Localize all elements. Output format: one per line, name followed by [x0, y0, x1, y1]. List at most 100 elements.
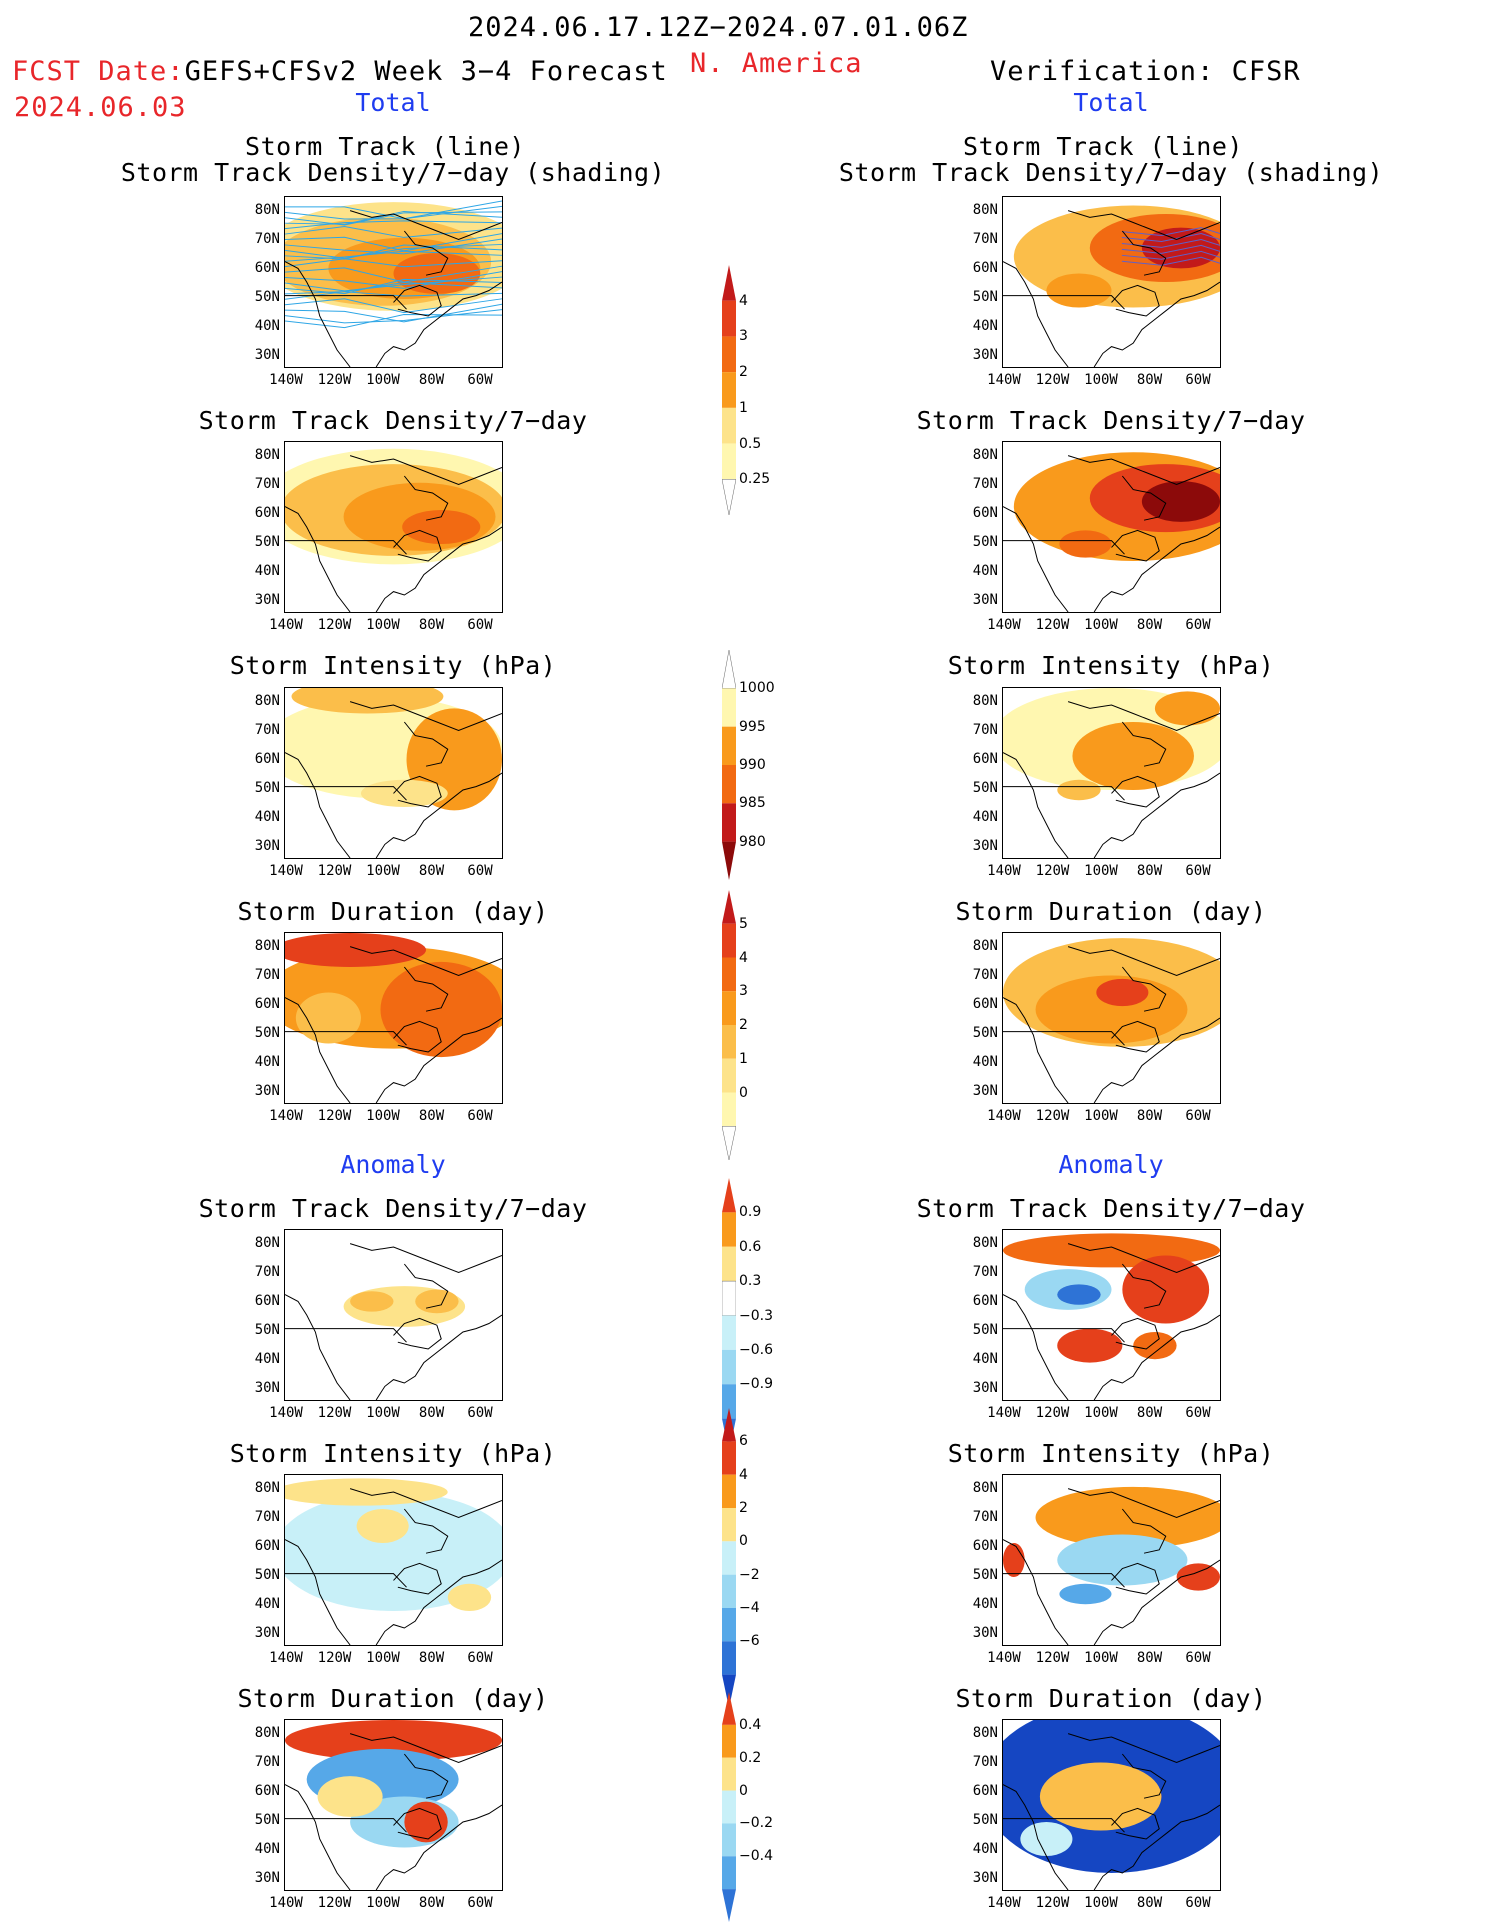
- coastline: [1121, 1508, 1167, 1554]
- colorbar-segment: [722, 1790, 736, 1824]
- colorbar-label: 2: [739, 1017, 748, 1033]
- lat-label: 80N: [254, 1480, 280, 1496]
- us-canada-border: [285, 1573, 407, 1588]
- lon-label: 60W: [467, 1895, 493, 1911]
- lat-label: 70N: [972, 231, 998, 247]
- us-canada-border: [1003, 1818, 1125, 1833]
- coastline: [285, 1294, 351, 1400]
- lon-label: 120W: [317, 1650, 352, 1666]
- map-panel-right-5: [1002, 1229, 1221, 1401]
- fcst-date-value: 2024.06.03: [14, 92, 187, 123]
- lat-label: 50N: [254, 780, 280, 796]
- colorbar-label: 6: [739, 1433, 748, 1450]
- coastline: [393, 529, 442, 562]
- colorbar-segment: [722, 726, 736, 765]
- lon-label: 60W: [1185, 1405, 1211, 1421]
- coastline: [393, 1807, 442, 1840]
- lon-label: 120W: [317, 617, 352, 633]
- coastline: [1003, 1294, 1069, 1400]
- lon-label: 140W: [269, 1895, 303, 1911]
- lat-label: 50N: [972, 534, 998, 550]
- lat-label: 40N: [254, 1841, 280, 1857]
- storm-track-line: [285, 282, 502, 295]
- lon-label: 100W: [1084, 372, 1118, 388]
- lon-label: 120W: [317, 1108, 352, 1124]
- coastline: [1093, 1017, 1220, 1103]
- lat-label: 30N: [254, 1380, 280, 1396]
- shading-blob: [404, 1801, 448, 1843]
- storm-track-line: [285, 314, 502, 329]
- lat-label: 60N: [254, 260, 280, 276]
- lon-label: 100W: [366, 617, 400, 633]
- colorbar-segment: [722, 1212, 736, 1247]
- lon-label: 80W: [1136, 1650, 1163, 1666]
- title-intensity-right: Storm Intensity (hPa): [947, 651, 1275, 680]
- coastline: [1003, 997, 1069, 1103]
- coastline: [403, 1508, 449, 1554]
- lat-label: 30N: [254, 1625, 280, 1641]
- colorbar-label: −4: [739, 1600, 760, 1616]
- lon-label: 100W: [1084, 1405, 1118, 1421]
- colorbar-label: −0.4: [739, 1848, 773, 1865]
- lat-label: 60N: [972, 1293, 998, 1309]
- colorbar-segment: [722, 479, 736, 515]
- lat-label: 50N: [254, 1812, 280, 1828]
- colorbar-label: 0.2: [739, 1749, 762, 1766]
- colorbar-segment: [722, 1025, 736, 1059]
- coastline: [403, 1753, 449, 1799]
- shading-blob: [317, 1776, 383, 1817]
- colorbar-intensity: [722, 650, 736, 880]
- lat-label: 30N: [972, 592, 998, 608]
- lat-label: 30N: [972, 1380, 998, 1396]
- lat-label: 80N: [972, 1725, 998, 1741]
- lat-label: 60N: [254, 1293, 280, 1309]
- region-label: N. America: [690, 48, 863, 79]
- lon-label: 140W: [269, 617, 303, 633]
- lon-label: 140W: [987, 1650, 1021, 1666]
- lat-label: 40N: [972, 1054, 998, 1070]
- lat-label: 30N: [254, 347, 280, 363]
- lon-label: 100W: [366, 1650, 400, 1666]
- coastline: [1121, 475, 1167, 521]
- colorbar-segment: [722, 991, 736, 1025]
- map-panel-right-4: [1002, 932, 1221, 1104]
- storm-track-line: [285, 225, 502, 238]
- us-canada-border: [1003, 1573, 1125, 1588]
- storm-track-line: [285, 303, 502, 323]
- colorbar-segment: [722, 1724, 736, 1758]
- coastline: [1093, 772, 1220, 858]
- coastline: [285, 752, 351, 858]
- colorbar-segment: [722, 1674, 736, 1708]
- lon-label: 140W: [987, 1405, 1021, 1421]
- lon-label: 60W: [1185, 372, 1211, 388]
- coastline: [375, 1314, 502, 1400]
- shading-blob: [295, 992, 361, 1044]
- colorbar-segment: [722, 265, 736, 301]
- coastline: [1111, 1562, 1160, 1595]
- lat-label: 80N: [972, 1480, 998, 1496]
- lat-label: 30N: [972, 1083, 998, 1099]
- lat-label: 60N: [972, 751, 998, 767]
- colorbar-segment: [722, 1126, 736, 1160]
- lat-label: 50N: [254, 534, 280, 550]
- shading-blob: [356, 1509, 409, 1543]
- lon-label: 80W: [1136, 1405, 1163, 1421]
- colorbar-segment: [722, 923, 736, 958]
- lat-label: 30N: [254, 1870, 280, 1886]
- colorbar-segment: [722, 372, 736, 408]
- map-panel-right-7: [1002, 1719, 1221, 1891]
- lat-label: 30N: [254, 592, 280, 608]
- colorbar-segment: [722, 1058, 736, 1093]
- lat-label: 70N: [254, 967, 280, 983]
- lat-label: 50N: [972, 1025, 998, 1041]
- colorbar-label: 1000: [739, 680, 775, 697]
- lat-label: 50N: [972, 289, 998, 305]
- colorbar-segment: [722, 1823, 736, 1857]
- map-panel-left-2: [284, 441, 503, 613]
- storm-track-line: [285, 200, 502, 220]
- lat-label: 40N: [254, 1054, 280, 1070]
- lon-label: 140W: [987, 372, 1021, 388]
- coastline: [1067, 1733, 1220, 1764]
- lon-label: 140W: [987, 617, 1021, 633]
- lat-label: 80N: [972, 693, 998, 709]
